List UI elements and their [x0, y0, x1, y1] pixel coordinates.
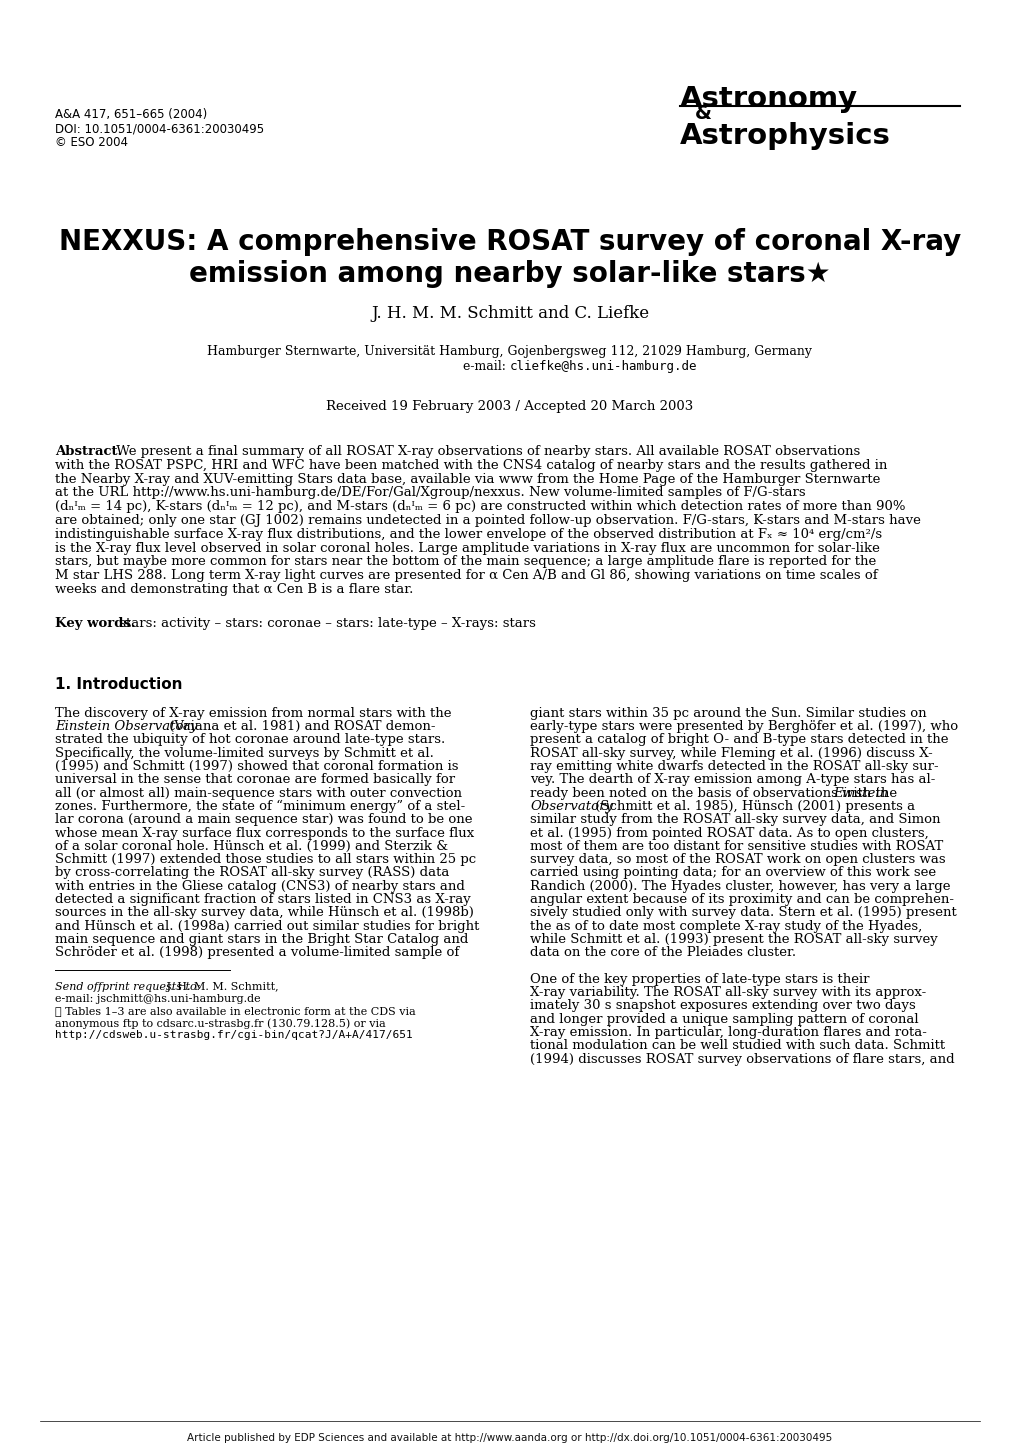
Text: Einstein: Einstein	[833, 786, 888, 799]
Text: One of the key properties of late-type stars is their: One of the key properties of late-type s…	[530, 973, 868, 986]
Text: while Schmitt et al. (1993) present the ROSAT all-sky survey: while Schmitt et al. (1993) present the …	[530, 934, 936, 947]
Text: Article published by EDP Sciences and available at http://www.aanda.org or http:: Article published by EDP Sciences and av…	[187, 1433, 832, 1443]
Text: X-ray emission. In particular, long-duration flares and rota-: X-ray emission. In particular, long-dura…	[530, 1026, 926, 1039]
Text: ready been noted on the basis of observations with the: ready been noted on the basis of observa…	[530, 786, 901, 799]
Text: DOI: 10.1051/0004-6361:20030495: DOI: 10.1051/0004-6361:20030495	[55, 123, 264, 136]
Text: Specifically, the volume-limited surveys by Schmitt et al.: Specifically, the volume-limited surveys…	[55, 746, 433, 759]
Text: Astronomy: Astronomy	[680, 85, 857, 113]
Text: most of them are too distant for sensitive studies with ROSAT: most of them are too distant for sensiti…	[530, 840, 943, 853]
Text: et al. (1995) from pointed ROSAT data. As to open clusters,: et al. (1995) from pointed ROSAT data. A…	[530, 827, 928, 840]
Text: whose mean X-ray surface flux corresponds to the surface flux: whose mean X-ray surface flux correspond…	[55, 827, 474, 840]
Text: Key words.: Key words.	[55, 616, 136, 629]
Text: the Nearby X-ray and XUV-emitting Stars data base, available via www from the Ho: the Nearby X-ray and XUV-emitting Stars …	[55, 473, 879, 486]
Text: with the ROSAT PSPC, HRI and WFC have been matched with the CNS4 catalog of near: with the ROSAT PSPC, HRI and WFC have be…	[55, 459, 887, 472]
Text: and longer provided a unique sampling pattern of coronal: and longer provided a unique sampling pa…	[530, 1013, 918, 1026]
Text: zones. Furthermore, the state of “minimum energy” of a stel-: zones. Furthermore, the state of “minimu…	[55, 799, 465, 814]
Text: © ESO 2004: © ESO 2004	[55, 136, 127, 149]
Text: cliefke@hs.uni-hamburg.de: cliefke@hs.uni-hamburg.de	[510, 359, 697, 372]
Text: survey data, so most of the ROSAT work on open clusters was: survey data, so most of the ROSAT work o…	[530, 853, 945, 866]
Text: J. H. M. M. Schmitt and C. Liefke: J. H. M. M. Schmitt and C. Liefke	[371, 304, 648, 322]
Text: Observatory: Observatory	[530, 799, 612, 812]
Text: are obtained; only one star (GJ 1002) remains undetected in a pointed follow-up : are obtained; only one star (GJ 1002) re…	[55, 514, 920, 527]
Text: angular extent because of its proximity and can be comprehen-: angular extent because of its proximity …	[530, 893, 953, 906]
Text: e-mail:: e-mail:	[463, 359, 510, 372]
Text: sively studied only with survey data. Stern et al. (1995) present: sively studied only with survey data. St…	[530, 906, 956, 919]
Text: imately 30 s snapshot exposures extending over two days: imately 30 s snapshot exposures extendin…	[530, 1000, 915, 1013]
Text: A&A 417, 651–665 (2004): A&A 417, 651–665 (2004)	[55, 108, 207, 121]
Text: Astrophysics: Astrophysics	[680, 123, 890, 150]
Text: ROSAT all-sky survey, while Fleming et al. (1996) discuss X-: ROSAT all-sky survey, while Fleming et a…	[530, 746, 931, 759]
Text: and Hünsch et al. (1998a) carried out similar studies for bright: and Hünsch et al. (1998a) carried out si…	[55, 919, 479, 932]
Text: Einstein Observatory: Einstein Observatory	[55, 720, 198, 733]
Text: at the URL http://www.hs.uni-hamburg.de/DE/For/Gal/Xgroup/nexxus. New volume-lim: at the URL http://www.hs.uni-hamburg.de/…	[55, 486, 805, 499]
Text: Randich (2000). The Hyades cluster, however, has very a large: Randich (2000). The Hyades cluster, howe…	[530, 880, 950, 893]
Text: similar study from the ROSAT all-sky survey data, and Simon: similar study from the ROSAT all-sky sur…	[530, 814, 940, 827]
Text: sources in the all-sky survey data, while Hünsch et al. (1998b): sources in the all-sky survey data, whil…	[55, 906, 474, 919]
Text: main sequence and giant stars in the Bright Star Catalog and: main sequence and giant stars in the Bri…	[55, 934, 468, 947]
Text: (1994) discusses ROSAT survey observations of flare stars, and: (1994) discusses ROSAT survey observatio…	[530, 1052, 954, 1065]
Text: carried using pointing data; for an overview of this work see: carried using pointing data; for an over…	[530, 866, 935, 879]
Text: Hamburger Sternwarte, Universität Hamburg, Gojenbergsweg 112, 21029 Hamburg, Ger: Hamburger Sternwarte, Universität Hambur…	[207, 345, 812, 358]
Text: Schmitt (1997) extended those studies to all stars within 25 pc: Schmitt (1997) extended those studies to…	[55, 853, 476, 866]
Text: Schröder et al. (1998) presented a volume-limited sample of: Schröder et al. (1998) presented a volum…	[55, 947, 459, 960]
Text: 1. Introduction: 1. Introduction	[55, 677, 182, 691]
Text: Abstract.: Abstract.	[55, 444, 122, 457]
Text: Received 19 February 2003 / Accepted 20 March 2003: Received 19 February 2003 / Accepted 20 …	[326, 400, 693, 413]
Text: (Schmitt et al. 1985), Hünsch (2001) presents a: (Schmitt et al. 1985), Hünsch (2001) pre…	[590, 799, 914, 812]
Text: &: &	[694, 104, 711, 123]
Text: J. H. M. M. Schmitt,: J. H. M. M. Schmitt,	[163, 983, 278, 993]
Text: detected a significant fraction of stars listed in CNS3 as X-ray: detected a significant fraction of stars…	[55, 893, 471, 906]
Text: stars, but maybe more common for stars near the bottom of the main sequence; a l: stars, but maybe more common for stars n…	[55, 556, 875, 569]
Text: tional modulation can be well studied with such data. Schmitt: tional modulation can be well studied wi…	[530, 1039, 945, 1052]
Text: Send offprint requests to:: Send offprint requests to:	[55, 983, 201, 993]
Text: stars: activity – stars: coronae – stars: late-type – X-rays: stars: stars: activity – stars: coronae – stars…	[115, 616, 535, 629]
Text: giant stars within 35 pc around the Sun. Similar studies on: giant stars within 35 pc around the Sun.…	[530, 707, 925, 720]
Text: by cross-correlating the ROSAT all-sky survey (RASS) data: by cross-correlating the ROSAT all-sky s…	[55, 866, 449, 879]
Text: ray emitting white dwarfs detected in the ROSAT all-sky sur-: ray emitting white dwarfs detected in th…	[530, 760, 937, 773]
Text: the as of to date most complete X-ray study of the Hyades,: the as of to date most complete X-ray st…	[530, 919, 921, 932]
Text: NEXXUS: A comprehensive ROSAT survey of coronal X-ray: NEXXUS: A comprehensive ROSAT survey of …	[59, 228, 960, 255]
Text: e-mail: jschmitt@hs.uni-hamburg.de: e-mail: jschmitt@hs.uni-hamburg.de	[55, 994, 261, 1004]
Text: http://cdsweb.u-strasbg.fr/cgi-bin/qcat?J/A+A/417/651: http://cdsweb.u-strasbg.fr/cgi-bin/qcat?…	[55, 1030, 413, 1040]
Text: We present a final summary of all ROSAT X-ray observations of nearby stars. All : We present a final summary of all ROSAT …	[112, 444, 859, 457]
Text: data on the core of the Pleiades cluster.: data on the core of the Pleiades cluster…	[530, 947, 796, 960]
Text: with entries in the Gliese catalog (CNS3) of nearby stars and: with entries in the Gliese catalog (CNS3…	[55, 880, 465, 893]
Text: (Vaiana et al. 1981) and ROSAT demon-: (Vaiana et al. 1981) and ROSAT demon-	[165, 720, 435, 733]
Text: X-ray variability. The ROSAT all-sky survey with its approx-: X-ray variability. The ROSAT all-sky sur…	[530, 986, 925, 999]
Text: anonymous ftp to cdsarc.u-strasbg.fr (130.79.128.5) or via: anonymous ftp to cdsarc.u-strasbg.fr (13…	[55, 1019, 385, 1029]
Text: The discovery of X-ray emission from normal stars with the: The discovery of X-ray emission from nor…	[55, 707, 451, 720]
Text: lar corona (around a main sequence star) was found to be one: lar corona (around a main sequence star)…	[55, 814, 472, 827]
Text: ⋆ Tables 1–3 are also available in electronic form at the CDS via: ⋆ Tables 1–3 are also available in elect…	[55, 1007, 416, 1016]
Text: is the X-ray flux level observed in solar coronal holes. Large amplitude variati: is the X-ray flux level observed in sola…	[55, 541, 879, 554]
Text: weeks and demonstrating that α Cen B is a flare star.: weeks and demonstrating that α Cen B is …	[55, 583, 413, 596]
Text: vey. The dearth of X-ray emission among A-type stars has al-: vey. The dearth of X-ray emission among …	[530, 773, 934, 786]
Text: universal in the sense that coronae are formed basically for: universal in the sense that coronae are …	[55, 773, 454, 786]
Text: (1995) and Schmitt (1997) showed that coronal formation is: (1995) and Schmitt (1997) showed that co…	[55, 760, 459, 773]
Text: emission among nearby solar-like stars★: emission among nearby solar-like stars★	[189, 260, 830, 289]
Text: present a catalog of bright O- and B-type stars detected in the: present a catalog of bright O- and B-typ…	[530, 733, 948, 746]
Text: strated the ubiquity of hot coronae around late-type stars.: strated the ubiquity of hot coronae arou…	[55, 733, 445, 746]
Text: all (or almost all) main-sequence stars with outer convection: all (or almost all) main-sequence stars …	[55, 786, 462, 799]
Text: early-type stars were presented by Berghöfer et al. (1997), who: early-type stars were presented by Bergh…	[530, 720, 957, 733]
Text: M star LHS 288. Long term X-ray light curves are presented for α Cen A/B and Gl : M star LHS 288. Long term X-ray light cu…	[55, 569, 876, 582]
Text: of a solar coronal hole. Hünsch et al. (1999) and Sterzik &: of a solar coronal hole. Hünsch et al. (…	[55, 840, 447, 853]
Text: indistinguishable surface X-ray flux distributions, and the lower envelope of th: indistinguishable surface X-ray flux dis…	[55, 528, 881, 541]
Text: (dₙᴵₘ = 14 pc), K-stars (dₙᴵₘ = 12 pc), and M-stars (dₙᴵₘ = 6 pc) are constructe: (dₙᴵₘ = 14 pc), K-stars (dₙᴵₘ = 12 pc), …	[55, 501, 905, 514]
